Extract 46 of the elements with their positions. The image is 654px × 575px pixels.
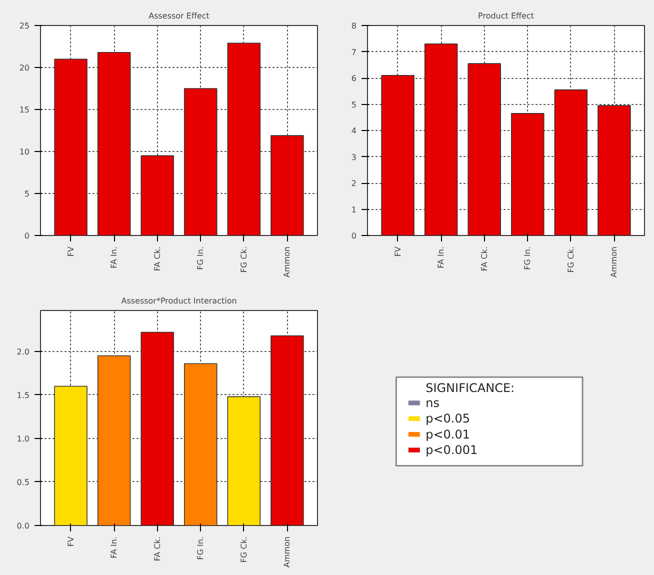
y-tick-label: 8 [351, 22, 357, 30]
y-tick-label: 2.0 [16, 347, 30, 356]
y-tick-label: 25 [19, 22, 30, 30]
x-tick-label: FG In. [196, 536, 206, 560]
y-tick-label: 0.0 [16, 522, 30, 530]
x-tick-label: FG Ck. [239, 536, 248, 563]
y-tick-label: 0.5 [16, 478, 30, 487]
y-tick-label: 0 [24, 232, 30, 240]
legend-label: p<0.01 [426, 427, 470, 442]
x-tick-label: FG In. [196, 246, 206, 270]
x-tick-label: FA In. [110, 536, 119, 558]
x-tick-label: FG Ck. [566, 246, 576, 273]
y-tick-label: 2 [351, 179, 357, 188]
y-tick-label: 1.5 [16, 390, 30, 400]
legend-label: p<0.05 [426, 412, 470, 426]
y-tick-label: 5 [24, 190, 30, 198]
y-tick-label: 7 [351, 48, 357, 57]
legend-label: p<0.001 [426, 443, 478, 458]
y-tick-label: 20 [19, 64, 30, 72]
y-tick-label: 1 [351, 205, 357, 214]
x-tick-label: FA In. [436, 246, 446, 268]
x-tick-label: Ammon [610, 246, 619, 278]
y-tick-label: 1.0 [16, 434, 30, 444]
legend-label: ns [426, 396, 440, 410]
x-tick-label: FV [66, 246, 76, 257]
x-tick-label: FA In. [110, 246, 119, 268]
y-tick-label: 0 [351, 232, 357, 240]
y-tick-label: 10 [19, 148, 30, 156]
chart-title: Assessor Effect [148, 12, 210, 20]
chart-title: Assessor*Product Interaction [121, 296, 237, 306]
x-tick-label: FA Ck. [480, 246, 489, 272]
y-tick-label: 4 [351, 126, 357, 136]
x-tick-label: FA Ck. [152, 536, 162, 562]
x-tick-label: Ammon [282, 246, 292, 278]
y-tick-label: 6 [351, 74, 357, 83]
legend-title: SIGNIFICANCE: [426, 380, 515, 395]
x-tick-label: FG Ck. [239, 246, 248, 273]
x-tick-label: FG In. [523, 246, 532, 270]
x-tick-label: FV [66, 536, 76, 547]
x-tick-label: Ammon [282, 536, 292, 568]
y-tick-label: 15 [19, 106, 30, 114]
y-tick-label: 5 [351, 100, 357, 110]
x-tick-label: FA Ck. [152, 246, 162, 272]
x-tick-label: FV [393, 246, 402, 257]
y-tick-label: 3 [351, 152, 357, 162]
chart-title: Product Effect [478, 12, 534, 20]
